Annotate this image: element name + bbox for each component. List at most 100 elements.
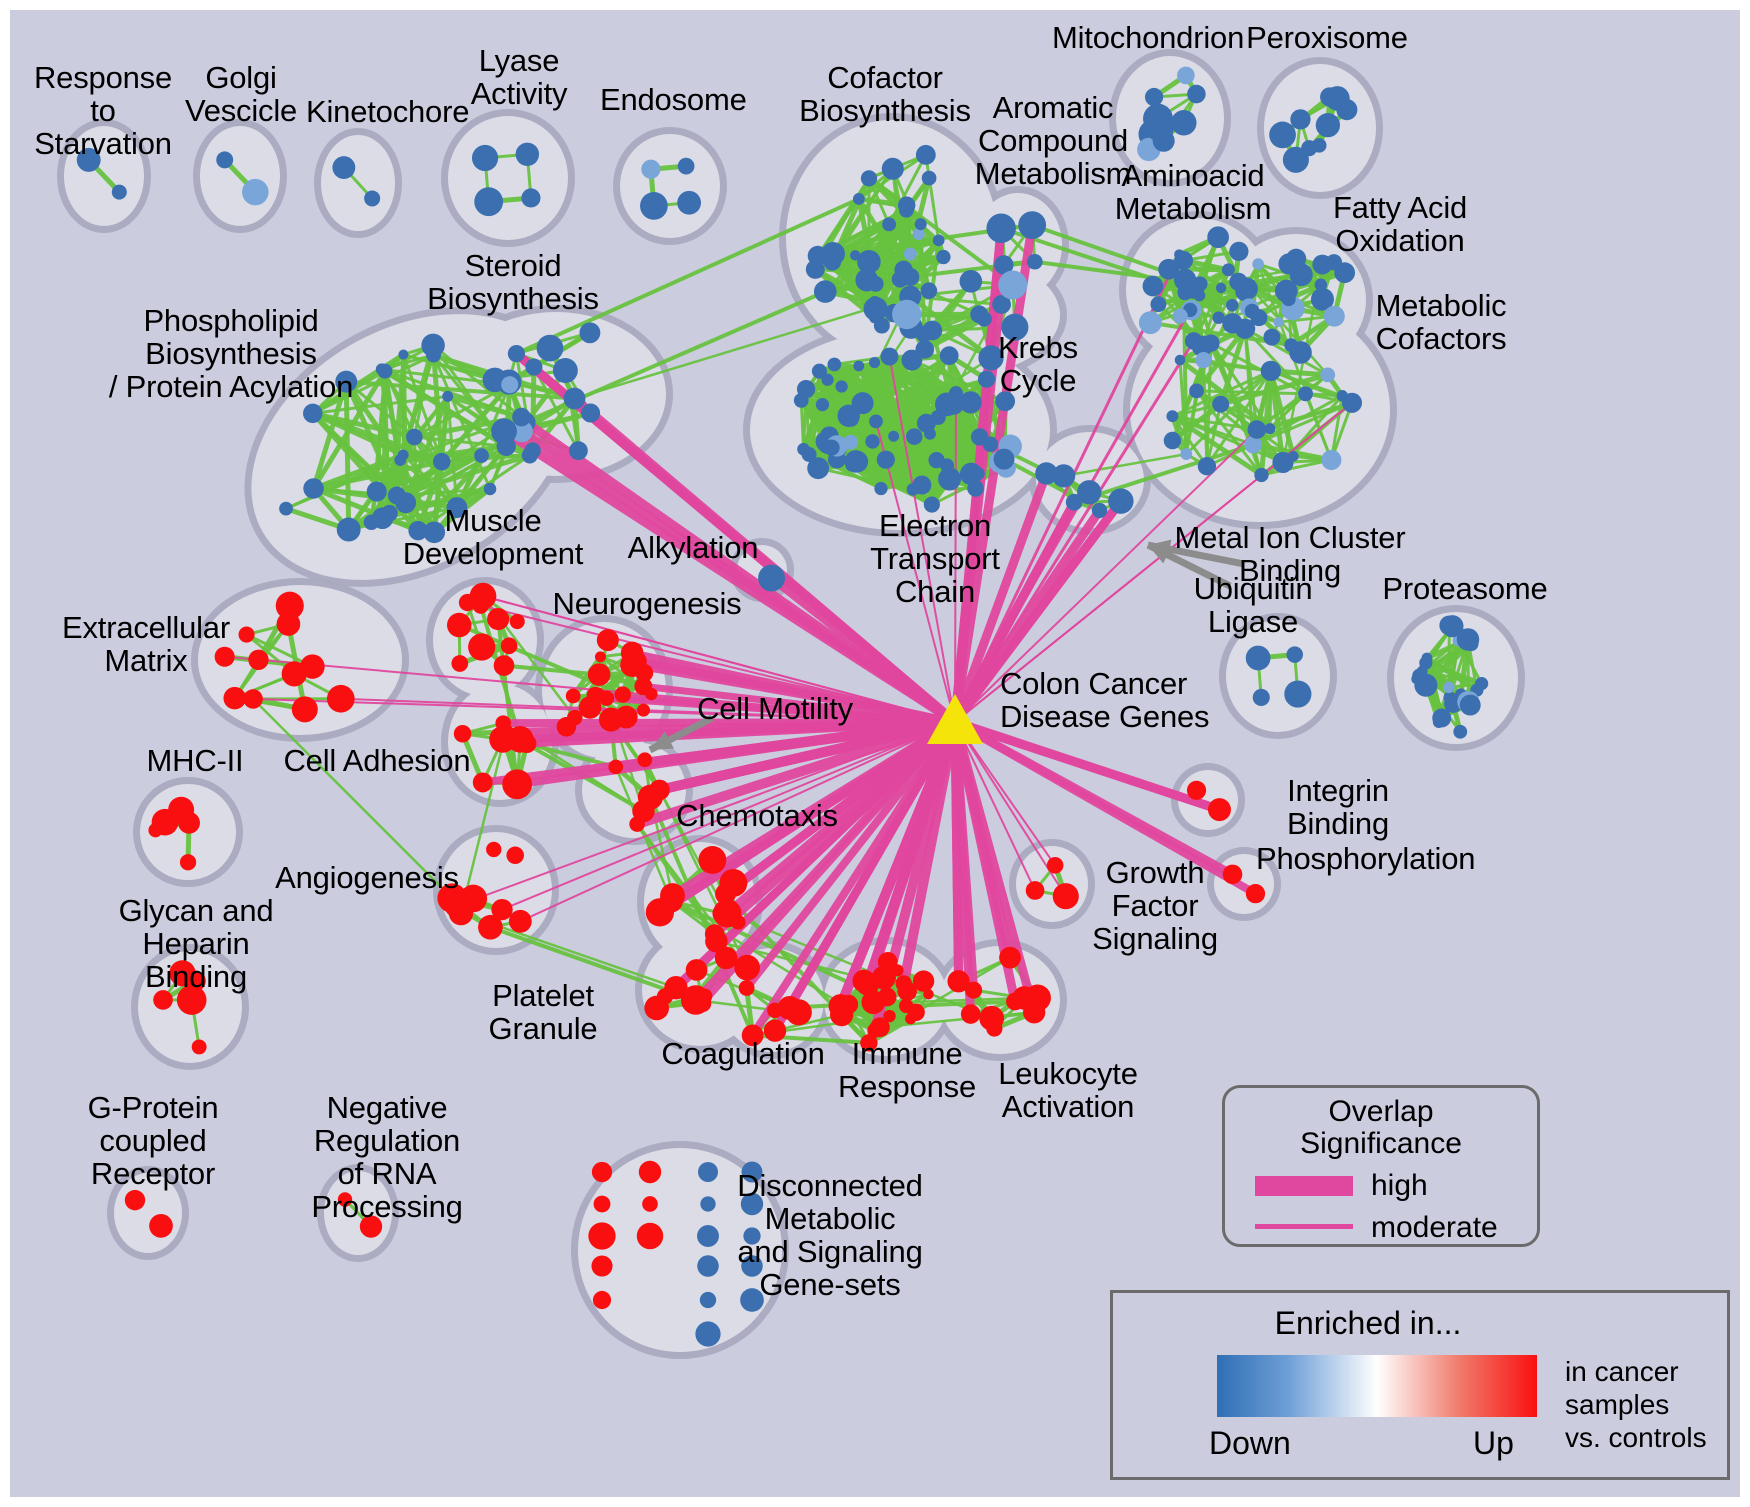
gene-set-node[interactable] — [888, 430, 900, 442]
gene-set-node[interactable] — [1264, 423, 1276, 435]
gene-set-node[interactable] — [865, 434, 880, 449]
gene-set-node[interactable] — [501, 376, 519, 394]
gene-set-node[interactable] — [677, 190, 702, 215]
gene-set-node[interactable] — [381, 504, 398, 522]
cluster-ellipse[interactable] — [578, 1148, 782, 1352]
gene-set-node[interactable] — [959, 391, 982, 414]
gene-set-node[interactable] — [579, 322, 601, 344]
gene-set-node[interactable] — [1065, 493, 1083, 511]
gene-set-node[interactable] — [1252, 688, 1270, 706]
gene-set-node[interactable] — [891, 270, 909, 288]
gene-set-node[interactable] — [793, 392, 809, 408]
gene-set-node[interactable] — [640, 192, 668, 220]
gene-set-node[interactable] — [1195, 352, 1212, 369]
gene-set-node[interactable] — [912, 970, 935, 992]
gene-set-node[interactable] — [468, 633, 496, 661]
gene-set-node[interactable] — [421, 333, 445, 358]
gene-set-node[interactable] — [1273, 317, 1284, 328]
gene-set-node[interactable] — [881, 157, 904, 180]
gene-set-node[interactable] — [124, 1189, 146, 1211]
gene-set-node[interactable] — [592, 1290, 612, 1310]
gene-set-node[interactable] — [1012, 986, 1037, 1010]
gene-set-node[interactable] — [1260, 360, 1281, 381]
gene-set-node[interactable] — [1453, 724, 1468, 739]
gene-set-node[interactable] — [714, 946, 738, 970]
gene-set-node[interactable] — [493, 655, 515, 676]
gene-set-node[interactable] — [591, 1161, 613, 1183]
gene-set-node[interactable] — [279, 501, 293, 516]
gene-set-node[interactable] — [645, 687, 658, 701]
gene-set-node[interactable] — [869, 414, 883, 429]
gene-set-node[interactable] — [1439, 615, 1460, 636]
gene-set-node[interactable] — [1298, 386, 1313, 402]
gene-set-node[interactable] — [1290, 109, 1311, 130]
gene-set-node[interactable] — [827, 357, 842, 372]
gene-set-node[interactable] — [359, 1215, 383, 1238]
gene-set-node[interactable] — [1459, 694, 1481, 716]
gene-set-node[interactable] — [846, 450, 869, 473]
gene-set-node[interactable] — [303, 403, 323, 424]
gene-set-node[interactable] — [699, 1291, 717, 1309]
gene-set-node[interactable] — [326, 684, 355, 713]
gene-set-node[interactable] — [394, 454, 407, 466]
cluster-ellipse[interactable] — [1016, 846, 1088, 922]
gene-set-node[interactable] — [986, 213, 1016, 243]
gene-set-node[interactable] — [598, 690, 615, 706]
gene-set-node[interactable] — [740, 1192, 764, 1216]
gene-set-node[interactable] — [863, 986, 877, 999]
gene-set-node[interactable] — [1432, 708, 1452, 728]
gene-set-node[interactable] — [458, 593, 477, 612]
gene-set-node[interactable] — [303, 478, 324, 499]
gene-set-node[interactable] — [1321, 449, 1342, 471]
gene-set-node[interactable] — [588, 1222, 616, 1250]
gene-set-node[interactable] — [994, 255, 1014, 275]
gene-set-node[interactable] — [970, 428, 989, 446]
gene-set-node[interactable] — [1091, 502, 1108, 519]
gene-set-node[interactable] — [932, 234, 945, 247]
gene-set-node[interactable] — [111, 184, 127, 200]
gene-set-node[interactable] — [1018, 211, 1047, 240]
gene-set-node[interactable] — [914, 218, 927, 231]
gene-set-node[interactable] — [874, 481, 888, 496]
gene-set-node[interactable] — [587, 663, 611, 686]
gene-set-node[interactable] — [695, 1321, 721, 1347]
gene-set-node[interactable] — [448, 900, 474, 926]
gene-set-node[interactable] — [713, 899, 742, 928]
gene-set-node[interactable] — [1025, 881, 1045, 900]
gene-set-node[interactable] — [552, 358, 578, 384]
gene-set-node[interactable] — [242, 178, 269, 206]
gene-set-node[interactable] — [1284, 680, 1312, 708]
gene-set-node[interactable] — [1174, 249, 1185, 260]
gene-set-node[interactable] — [1310, 287, 1334, 311]
gene-set-node[interactable] — [276, 612, 301, 636]
gene-set-node[interactable] — [487, 607, 510, 631]
gene-set-node[interactable] — [939, 346, 959, 366]
gene-set-node[interactable] — [1320, 87, 1340, 107]
gene-set-node[interactable] — [807, 245, 828, 266]
gene-set-node[interactable] — [960, 1004, 981, 1024]
gene-set-node[interactable] — [899, 202, 914, 218]
gene-set-node[interactable] — [883, 1009, 896, 1023]
gene-set-node[interactable] — [1207, 798, 1231, 822]
gene-set-node[interactable] — [899, 998, 914, 1014]
gene-set-node[interactable] — [1187, 84, 1206, 104]
gene-set-node[interactable] — [1177, 66, 1195, 85]
gene-set-node[interactable] — [876, 450, 895, 469]
gene-set-node[interactable] — [1269, 121, 1296, 149]
gene-set-node[interactable] — [366, 481, 387, 502]
gene-set-node[interactable] — [507, 345, 525, 363]
gene-set-node[interactable] — [1001, 313, 1029, 341]
gene-set-node[interactable] — [474, 448, 489, 463]
gene-set-node[interactable] — [1226, 298, 1239, 312]
gene-set-node[interactable] — [1197, 457, 1217, 476]
gene-set-node[interactable] — [486, 841, 502, 858]
gene-set-node[interactable] — [905, 428, 923, 445]
gene-set-node[interactable] — [1207, 226, 1229, 249]
gene-set-node[interactable] — [191, 1039, 207, 1055]
gene-set-node[interactable] — [521, 188, 541, 208]
gene-set-node[interactable] — [892, 299, 922, 330]
gene-set-node[interactable] — [223, 686, 246, 710]
gene-set-node[interactable] — [591, 1255, 613, 1277]
gene-set-node[interactable] — [938, 467, 962, 491]
gene-set-node[interactable] — [1158, 258, 1179, 280]
